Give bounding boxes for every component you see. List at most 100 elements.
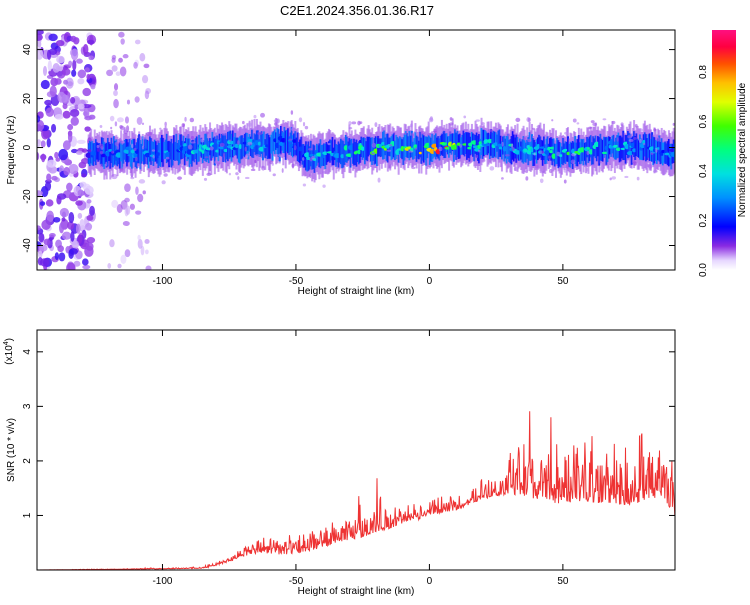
heatmap-cell (113, 83, 119, 91)
heatmap-cell (481, 122, 485, 126)
heatmap-cell (534, 142, 537, 160)
heatmap-cell (468, 158, 471, 161)
heatmap-cell (84, 115, 93, 121)
heatmap-cell (388, 144, 393, 147)
heatmap-cell (630, 137, 633, 165)
heatmap-cell (260, 131, 263, 154)
heatmap-cell (79, 181, 87, 188)
heatmap-cell (289, 132, 292, 153)
heatmap-cell (184, 116, 187, 122)
heatmap-cell (487, 132, 490, 154)
heatmap-cell (388, 164, 392, 169)
heatmap-cell (391, 130, 394, 135)
heatmap-cell (583, 142, 586, 161)
heatmap-cell (439, 135, 442, 156)
heatmap-cell (623, 141, 626, 160)
heatmap-cell (475, 132, 478, 158)
heatmap-cell (327, 142, 331, 146)
heatmap-cell (148, 136, 151, 162)
heatmap-cell (662, 137, 667, 142)
heatmap-cell (611, 120, 616, 125)
heatmap-cell (82, 87, 92, 97)
heatmap-cell (497, 143, 502, 148)
heatmap-cell (67, 131, 73, 143)
colorbar-tick-label: 0.2 (698, 213, 709, 227)
heatmap-cell (278, 133, 281, 162)
heatmap-cell (90, 142, 93, 164)
heatmap-cell (69, 96, 76, 104)
heatmap-cell (112, 136, 115, 166)
heatmap-cell (116, 204, 123, 213)
heatmap-cell (86, 215, 94, 221)
heatmap-cell (331, 136, 334, 166)
heatmap-cell (115, 71, 121, 77)
heatmap-cell (62, 140, 71, 151)
heatmap-cell (165, 133, 168, 164)
heatmap-cell (347, 141, 350, 161)
x-tick-label: -50 (289, 276, 304, 287)
heatmap-cell (122, 143, 125, 164)
heatmap-cell (126, 125, 130, 133)
heatmap-cell (324, 143, 327, 170)
spectrogram-x-ticks: -100 -50 0 50 (152, 30, 569, 287)
heatmap-cell (85, 222, 93, 231)
heatmap-cell (504, 154, 510, 157)
heatmap-cell (247, 141, 253, 146)
heatmap-cell (66, 182, 73, 192)
heatmap-cell (513, 167, 519, 172)
heatmap-cell (290, 110, 294, 115)
heatmap-cell (195, 149, 199, 154)
snr-y-multiplier: (x104) (3, 338, 15, 365)
heatmap-cell (68, 60, 73, 67)
heatmap-cell (461, 134, 464, 155)
heatmap-cell (487, 128, 493, 132)
heatmap-cell (82, 43, 89, 55)
heatmap-cell (163, 173, 168, 177)
heatmap-cell (418, 151, 423, 155)
heatmap-cell (526, 117, 531, 123)
heatmap-cell (565, 141, 568, 162)
y-tick-label: 0 (22, 144, 33, 150)
heatmap-cell (636, 138, 639, 157)
heatmap-cell (181, 123, 186, 128)
snr-y-axis-label: SNR (10 * v/v) (6, 418, 17, 482)
heatmap-cell (68, 249, 74, 259)
heatmap-cell (224, 133, 227, 163)
heatmap-cell (600, 138, 603, 161)
spectrogram-frame (36, 29, 676, 271)
heatmap-cell (165, 156, 170, 160)
heatmap-cell (433, 130, 437, 133)
heatmap-cell (113, 89, 118, 97)
heatmap-cell (371, 152, 376, 155)
heatmap-cell (603, 136, 606, 158)
heatmap-cell (96, 142, 99, 160)
heatmap-cell (410, 123, 413, 128)
heatmap-cell (515, 134, 518, 163)
heatmap-cell (622, 130, 625, 161)
heatmap-cell (131, 143, 134, 149)
heatmap-cell (242, 138, 245, 157)
heatmap-cell (77, 78, 85, 85)
heatmap-cell (142, 190, 146, 195)
heatmap-cell (228, 139, 232, 142)
heatmap-cell (111, 65, 118, 72)
heatmap-cell (114, 121, 118, 127)
heatmap-cell (342, 140, 345, 168)
heatmap-cell (124, 183, 131, 192)
heatmap-cell (297, 141, 300, 163)
heatmap-cell (141, 145, 145, 150)
heatmap-cell (137, 193, 144, 203)
heatmap-cell (571, 152, 576, 157)
heatmap-cell (639, 134, 642, 160)
heatmap-cell (413, 144, 419, 149)
heatmap-cell (419, 131, 422, 158)
heatmap-cell (216, 135, 219, 157)
heatmap-cell (67, 81, 73, 87)
heatmap-cell (136, 163, 141, 168)
heatmap-cell (586, 147, 591, 150)
y-tick-label: 1 (22, 512, 33, 518)
heatmap-cell (114, 141, 120, 146)
heatmap-cell (298, 146, 303, 152)
heatmap-cell (650, 152, 654, 155)
heatmap-cell (177, 176, 183, 180)
